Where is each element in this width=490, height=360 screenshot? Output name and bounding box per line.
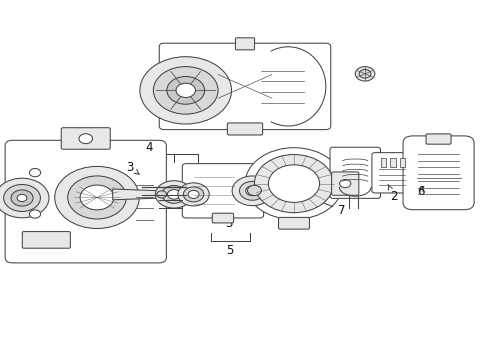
Circle shape: [178, 183, 209, 206]
FancyBboxPatch shape: [332, 172, 359, 195]
FancyBboxPatch shape: [278, 217, 310, 229]
Circle shape: [269, 165, 319, 202]
Circle shape: [29, 168, 41, 177]
Bar: [391, 158, 396, 167]
FancyBboxPatch shape: [330, 147, 380, 198]
FancyBboxPatch shape: [426, 134, 451, 144]
FancyBboxPatch shape: [227, 123, 263, 135]
FancyBboxPatch shape: [212, 213, 234, 223]
Circle shape: [359, 69, 371, 78]
FancyBboxPatch shape: [182, 163, 264, 218]
Circle shape: [245, 186, 259, 196]
FancyBboxPatch shape: [372, 153, 412, 193]
Circle shape: [168, 190, 180, 199]
Circle shape: [176, 83, 196, 98]
Text: 1: 1: [170, 92, 209, 109]
Circle shape: [254, 154, 334, 213]
Circle shape: [245, 148, 343, 220]
FancyBboxPatch shape: [61, 128, 110, 149]
FancyBboxPatch shape: [235, 38, 255, 50]
Circle shape: [355, 67, 375, 81]
Circle shape: [80, 185, 114, 210]
Bar: [381, 158, 387, 167]
Circle shape: [240, 181, 265, 200]
Circle shape: [340, 180, 351, 188]
Circle shape: [157, 191, 167, 198]
Text: 3: 3: [126, 161, 139, 174]
Circle shape: [155, 181, 193, 208]
Circle shape: [183, 187, 204, 202]
Circle shape: [167, 77, 205, 104]
Circle shape: [188, 190, 199, 198]
Text: 5: 5: [225, 244, 233, 257]
FancyBboxPatch shape: [5, 140, 166, 263]
Circle shape: [68, 176, 126, 219]
Text: 6: 6: [416, 185, 424, 198]
Polygon shape: [113, 189, 162, 200]
Circle shape: [140, 57, 232, 124]
Circle shape: [17, 194, 27, 202]
FancyBboxPatch shape: [22, 231, 70, 248]
Circle shape: [232, 176, 272, 206]
Circle shape: [162, 185, 186, 203]
Circle shape: [55, 166, 139, 229]
FancyBboxPatch shape: [159, 43, 331, 130]
Circle shape: [79, 134, 93, 144]
Circle shape: [153, 67, 218, 114]
Bar: [400, 158, 405, 167]
Text: 7: 7: [311, 197, 346, 217]
Circle shape: [11, 190, 33, 206]
FancyBboxPatch shape: [403, 136, 474, 210]
Circle shape: [0, 178, 49, 218]
Text: 3: 3: [225, 217, 233, 230]
Text: 2: 2: [388, 184, 397, 203]
Circle shape: [247, 185, 262, 195]
Text: 4: 4: [146, 141, 153, 154]
Circle shape: [3, 184, 40, 211]
Circle shape: [29, 210, 41, 218]
